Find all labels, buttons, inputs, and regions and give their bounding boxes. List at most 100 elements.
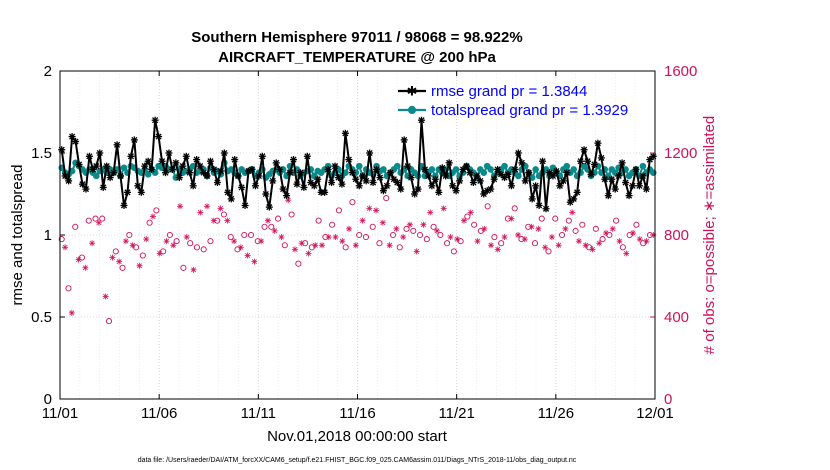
rmse-point	[642, 185, 650, 193]
obs-possible-marker	[416, 231, 424, 239]
rmse-point	[608, 175, 616, 183]
rmse-point	[65, 177, 73, 185]
rmse-point-stroke	[598, 154, 605, 161]
obs-assimilated-stroke	[569, 209, 575, 215]
rmse-point-stroke	[563, 169, 570, 176]
obs-possible-marker	[376, 240, 383, 247]
rmse-point-stroke	[435, 189, 442, 196]
rmse-point-stroke	[366, 149, 373, 157]
rmse-point	[366, 149, 374, 157]
rmse-point-stroke	[193, 156, 200, 163]
y-axis-label: rmse and totalspread	[9, 165, 26, 306]
obs-possible-marker	[112, 248, 119, 255]
obs-assimilated-marker	[413, 248, 420, 255]
obs-assimilated-stroke	[285, 197, 291, 203]
obs-assimilated-marker	[177, 203, 184, 210]
rmse-point	[203, 172, 211, 180]
obs-assimilated-marker	[312, 242, 319, 249]
rmse-point-stroke	[100, 184, 107, 191]
spread-point	[380, 166, 387, 173]
rmse-point	[469, 179, 477, 187]
obs-possible-marker	[329, 221, 336, 228]
rmse-point-stroke	[428, 182, 435, 189]
obs-assimilated-marker	[258, 238, 265, 245]
obs-possible-marker	[72, 223, 79, 230]
obs-assimilated-marker	[582, 242, 589, 249]
obs-assimilated-marker	[129, 242, 136, 249]
obs-assimilated-marker	[325, 234, 332, 241]
rmse-point-stroke	[186, 169, 193, 176]
obs-assimilated-stroke	[393, 226, 399, 232]
obs-possible-marker	[484, 203, 491, 210]
rmse-point-stroke	[221, 149, 228, 157]
rmse-point	[435, 188, 443, 196]
obs-assimilated-marker	[170, 242, 177, 249]
rmse-point	[334, 174, 342, 182]
obs-assimilated-stroke	[556, 242, 562, 248]
rmse-point-stroke	[120, 202, 128, 209]
rmse-point-stroke	[446, 159, 453, 166]
obs-possible-marker	[335, 207, 342, 214]
obs-assimilated-stroke	[535, 226, 541, 232]
obs-assimilated-marker	[251, 258, 258, 265]
obs-possible-marker	[166, 231, 173, 239]
obs-assimilated-stroke	[339, 238, 345, 244]
rmse-point-stroke	[584, 158, 591, 165]
rmse-point	[476, 177, 484, 185]
obs-assimilated-marker	[596, 240, 603, 247]
rmse-point	[189, 182, 197, 190]
rmse-point	[438, 164, 446, 172]
x-tick-label: 11/06	[141, 405, 177, 422]
rmse-point	[487, 185, 495, 193]
rmse-point-stroke	[131, 136, 138, 143]
obs-assimilated-marker	[109, 254, 116, 261]
x-tick-label: 12/01	[636, 405, 674, 422]
obs-assimilated-stroke	[583, 242, 589, 248]
obs-assimilated-marker	[460, 217, 467, 224]
rmse-point	[206, 157, 214, 165]
obs-assimilated-stroke	[353, 242, 359, 248]
rmse-point	[518, 159, 526, 167]
obs-possible-marker	[153, 207, 160, 214]
obs-assimilated-stroke	[400, 234, 406, 240]
obs-possible-marker	[180, 264, 187, 271]
rmse-point-stroke	[532, 182, 539, 189]
rmse-point-stroke	[453, 187, 460, 194]
obs-possible-marker	[362, 233, 370, 241]
spread-point	[639, 162, 647, 170]
rmse-point-stroke	[511, 166, 518, 173]
obs-assimilated-marker	[379, 219, 386, 226]
rmse-point-stroke	[266, 204, 273, 211]
obs-assimilated-marker	[636, 236, 643, 243]
legend-spread-marker	[407, 105, 417, 115]
obs-assimilated-marker	[488, 242, 495, 249]
rmse-point	[428, 182, 436, 190]
rmse-point-stroke	[383, 182, 390, 189]
rmse-point-stroke	[145, 158, 152, 165]
rmse-point	[352, 175, 360, 183]
y-tick-label: 0	[44, 391, 52, 408]
rmse-point-stroke	[110, 169, 117, 176]
rmse-point-stroke	[553, 167, 560, 175]
obs-assimilated-marker	[136, 262, 143, 269]
rmse-point	[570, 195, 578, 203]
rmse-point-stroke	[380, 187, 387, 194]
obs-assimilated-stroke	[603, 230, 609, 236]
rmse-point	[293, 180, 301, 188]
rmse-point	[466, 169, 474, 177]
obs-possible-marker	[268, 223, 275, 230]
obs-assimilated-stroke	[143, 236, 149, 242]
obs-possible-marker	[139, 252, 146, 259]
spread-point	[515, 172, 522, 180]
obs-assimilated-stroke	[617, 238, 622, 244]
rmse-point-stroke	[605, 192, 612, 199]
obs-assimilated-marker	[190, 266, 197, 273]
obs-possible-marker	[92, 215, 99, 222]
obs-assimilated-stroke	[373, 207, 379, 213]
y2-tick-label: 1600	[664, 63, 697, 80]
grid-lines	[60, 71, 655, 399]
obs-assimilated-stroke	[130, 242, 136, 248]
obs-possible-marker	[471, 221, 478, 228]
obs-assimilated-marker	[75, 256, 82, 263]
obs-assimilated-marker	[528, 223, 535, 230]
